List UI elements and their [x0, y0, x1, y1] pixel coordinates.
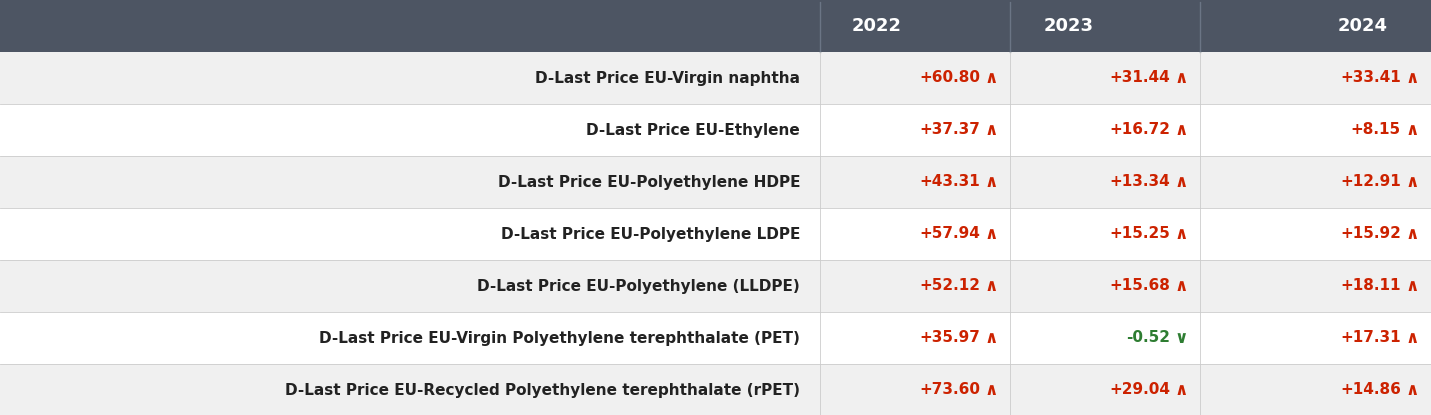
- Text: +29.04: +29.04: [1109, 383, 1171, 398]
- Bar: [0, 260, 1431, 312]
- Text: 2024: 2024: [1338, 17, 1388, 35]
- Bar: [0, 208, 1431, 260]
- Text: +15.68: +15.68: [1109, 278, 1171, 293]
- Text: ∧: ∧: [985, 277, 997, 295]
- Text: ∧: ∧: [985, 225, 997, 243]
- Text: ∧: ∧: [1173, 69, 1188, 87]
- Text: ∧: ∧: [1405, 69, 1418, 87]
- Text: ∧: ∧: [1173, 381, 1188, 399]
- Text: ∧: ∧: [1405, 329, 1418, 347]
- Text: D-Last Price EU-Virgin naphtha: D-Last Price EU-Virgin naphtha: [535, 71, 800, 85]
- Text: ∧: ∧: [1405, 121, 1418, 139]
- Text: 2022: 2022: [851, 17, 902, 35]
- Text: ∧: ∧: [985, 173, 997, 191]
- Text: ∧: ∧: [1405, 173, 1418, 191]
- Text: D-Last Price EU-Polyethylene LDPE: D-Last Price EU-Polyethylene LDPE: [501, 227, 800, 242]
- Bar: [0, 156, 1431, 208]
- Text: ∧: ∧: [985, 381, 997, 399]
- Text: ∧: ∧: [1405, 381, 1418, 399]
- Text: +18.11: +18.11: [1341, 278, 1401, 293]
- Text: +37.37: +37.37: [919, 122, 980, 137]
- Text: +13.34: +13.34: [1109, 174, 1171, 190]
- Text: +73.60: +73.60: [919, 383, 980, 398]
- Text: +12.91: +12.91: [1341, 174, 1401, 190]
- Text: +17.31: +17.31: [1341, 330, 1401, 346]
- Text: +52.12: +52.12: [919, 278, 980, 293]
- Text: D-Last Price EU-Polyethylene (LLDPE): D-Last Price EU-Polyethylene (LLDPE): [478, 278, 800, 293]
- Text: +43.31: +43.31: [919, 174, 980, 190]
- Text: -0.52: -0.52: [1126, 330, 1171, 346]
- Text: ∧: ∧: [1405, 277, 1418, 295]
- Text: D-Last Price EU-Polyethylene HDPE: D-Last Price EU-Polyethylene HDPE: [498, 174, 800, 190]
- Text: +8.15: +8.15: [1351, 122, 1401, 137]
- Bar: [0, 0, 1431, 52]
- Text: ∧: ∧: [985, 329, 997, 347]
- Text: +35.97: +35.97: [919, 330, 980, 346]
- Text: +57.94: +57.94: [919, 227, 980, 242]
- Text: +60.80: +60.80: [919, 71, 980, 85]
- Bar: [0, 104, 1431, 156]
- Text: D-Last Price EU-Virgin Polyethylene terephthalate (PET): D-Last Price EU-Virgin Polyethylene tere…: [319, 330, 800, 346]
- Text: +16.72: +16.72: [1109, 122, 1171, 137]
- Text: +15.92: +15.92: [1339, 227, 1401, 242]
- Bar: [0, 312, 1431, 364]
- Text: +14.86: +14.86: [1339, 383, 1401, 398]
- Bar: [0, 364, 1431, 415]
- Bar: [0, 52, 1431, 104]
- Text: +15.25: +15.25: [1109, 227, 1171, 242]
- Text: D-Last Price EU-Recycled Polyethylene terephthalate (rPET): D-Last Price EU-Recycled Polyethylene te…: [285, 383, 800, 398]
- Text: ∧: ∧: [1173, 121, 1188, 139]
- Text: ∧: ∧: [985, 121, 997, 139]
- Text: +33.41: +33.41: [1341, 71, 1401, 85]
- Text: D-Last Price EU-Ethylene: D-Last Price EU-Ethylene: [587, 122, 800, 137]
- Text: ∧: ∧: [1173, 277, 1188, 295]
- Text: ∨: ∨: [1173, 329, 1188, 347]
- Text: ∧: ∧: [1405, 225, 1418, 243]
- Text: ∧: ∧: [985, 69, 997, 87]
- Text: ∧: ∧: [1173, 173, 1188, 191]
- Text: +31.44: +31.44: [1109, 71, 1171, 85]
- Text: ∧: ∧: [1173, 225, 1188, 243]
- Text: 2023: 2023: [1045, 17, 1095, 35]
